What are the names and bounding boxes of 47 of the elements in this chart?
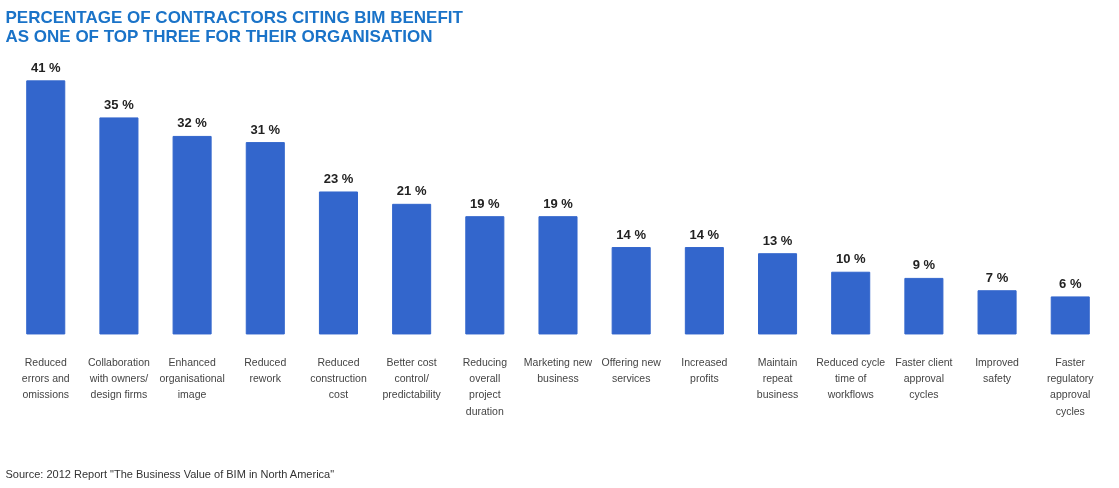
bar [1050,296,1090,335]
data-label: 14 % [616,226,647,242]
bar [611,247,651,335]
source-note: Source: 2012 Report "The Business Value of BIM in North America" [5,467,335,480]
x-tick-label: Marketing new business [523,355,593,385]
data-label: 9 % [912,257,936,273]
bar [245,142,285,335]
bar [684,247,724,335]
data-label: 41 % [30,59,61,75]
data-label: 13 % [762,232,793,248]
bar [318,191,358,335]
data-label: 19 % [470,195,501,211]
bar [538,216,578,335]
data-label: 14 % [689,226,720,242]
x-tick-label: Better cost control/ predictability [382,355,442,401]
data-label: 19 % [543,195,574,211]
data-label: 21 % [396,183,427,199]
x-tick-label: Reduced cycle time of workflows [816,355,886,401]
bar [99,117,139,335]
x-tick-label: Maintain repeat business [756,355,799,401]
x-tick-label: Faster client approval cycles [895,355,953,401]
data-label: 31 % [250,121,281,137]
chart-title: PERCENTAGE OF CONTRACTORS CITING BIM BENEFIT AS ONE OF TOP THREE FOR THEIR ORGANISATION [5,7,464,46]
bar [904,277,944,335]
data-label: 23 % [323,170,354,186]
bar [977,290,1017,335]
x-tick-label: Increased profits [681,355,728,385]
bar [392,203,432,335]
x-tick-label: Reduced errors and omissions [21,355,70,401]
x-tick-label: Collaboration with owners/ design firms [87,355,151,401]
x-tick-label: Reduced rework [244,355,287,385]
data-label: 6 % [1059,275,1082,291]
x-tick-label: Enhanced organisational image [159,355,225,401]
bar [831,271,871,335]
bar [26,80,66,335]
data-label: 7 % [985,269,1009,285]
bar [758,253,798,335]
data-label: 35 % [104,96,135,112]
data-label: 10 % [835,251,866,267]
x-tick-label: Reducing overall project duration [462,355,508,417]
bar [172,135,212,335]
x-tick-label: Offering new services [601,355,662,385]
x-tick-label: Reduced construction cost [310,355,367,401]
x-tick-label: Improved safety [975,355,1020,385]
data-label: 32 % [177,115,208,131]
x-tick-label: Faster regulatory approval cycles [1046,355,1095,417]
bar [465,216,505,335]
